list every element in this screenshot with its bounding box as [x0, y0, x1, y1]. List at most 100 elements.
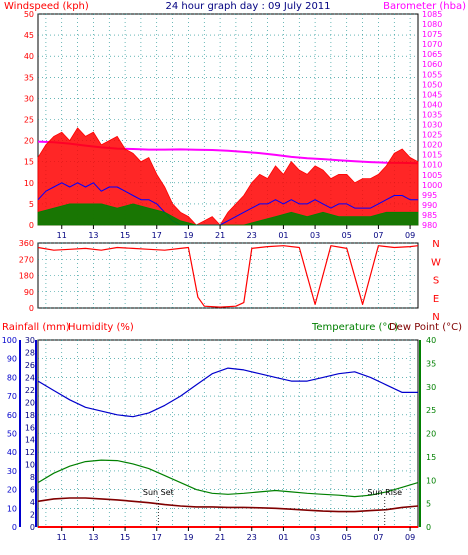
temperature-tick-label: 0 — [426, 523, 431, 532]
temp-panel-xtick-label: 05 — [342, 533, 352, 542]
wind-panel-xtick-label: 03 — [310, 231, 320, 240]
rain-tick-label: 20 — [25, 398, 35, 407]
wind-mean-series — [37, 203, 419, 226]
rain-tick-label: 30 — [25, 336, 35, 345]
humidity-tick-label: 30 — [7, 467, 17, 476]
temperature-line — [37, 459, 419, 498]
windspeed-tick-label: 40 — [24, 52, 34, 61]
windspeed-tick-label: 0 — [29, 221, 34, 230]
rainfall-axis-label: Rainfall (mm) — [2, 322, 70, 333]
compass-label: N — [432, 239, 439, 250]
direction-tick-label: 270 — [19, 255, 34, 264]
wind-panel-xtick-label: 13 — [88, 231, 98, 240]
barometer-tick-label: 1010 — [422, 161, 442, 170]
rain-tick-label: 26 — [25, 361, 35, 370]
barometer-tick-label: 1035 — [422, 110, 442, 119]
windspeed-tick-label: 30 — [24, 94, 34, 103]
barometer-tick-label: 1015 — [422, 151, 442, 160]
windspeed-tick-label: 10 — [24, 179, 34, 188]
barometer-tick-label: 1020 — [422, 141, 442, 150]
humidity-tick-label: 40 — [7, 448, 17, 457]
barometer-tick-label: 1025 — [422, 131, 442, 140]
temp-panel-xtick-label: 15 — [120, 533, 130, 542]
rain-tick-label: 14 — [25, 436, 35, 445]
humidity-tick-label: 20 — [7, 486, 17, 495]
temperature-tick-label: 20 — [426, 430, 436, 439]
windspeed-tick-label: 45 — [24, 31, 34, 40]
rain-tick-label: 4 — [30, 498, 35, 507]
wind-panel-xtick-label: 19 — [183, 231, 193, 240]
dewpoint-axis-label: Dew Point (°C) — [389, 322, 462, 333]
windspeed-tick-label: 25 — [24, 116, 34, 125]
humidity-line — [37, 367, 418, 418]
rain-tick-label: 6 — [30, 486, 35, 495]
compass-label: S — [433, 276, 439, 287]
temperature-tick-label: 15 — [426, 453, 436, 462]
wind-panel-xtick-label: 17 — [152, 231, 162, 240]
wind-panel-xtick-label: 01 — [278, 231, 288, 240]
rain-tick-label: 22 — [25, 386, 35, 395]
barometer-tick-label: 1045 — [422, 90, 442, 99]
chart-title: 24 hour graph day : 09 July 2011 — [165, 1, 330, 12]
barometer-tick-label: 1065 — [422, 50, 442, 59]
wind-panel-xtick-label: 09 — [405, 231, 415, 240]
humidity-tick-label: 100 — [2, 336, 17, 345]
temperature-tick-label: 40 — [426, 336, 436, 345]
temp-panel-xtick-label: 03 — [310, 533, 320, 542]
rain-tick-label: 18 — [25, 411, 35, 420]
rain-tick-label: 16 — [25, 423, 35, 432]
barometer-tick-label: 1000 — [422, 181, 442, 190]
humidity-tick-label: 70 — [7, 392, 17, 401]
humidity-axis-label: Humidity (%) — [68, 322, 134, 333]
direction-tick-label: 0 — [29, 304, 34, 313]
windspeed-tick-label: 5 — [29, 200, 34, 209]
windspeed-tick-label: 35 — [24, 73, 34, 82]
barometer-tick-label: 1050 — [422, 80, 442, 89]
sun-marker-label: Sun Set — [143, 488, 174, 497]
direction-tick-label: 90 — [24, 288, 34, 297]
rain-tick-label: 28 — [25, 348, 35, 357]
barometer-axis-label: Barometer (hba) — [383, 1, 466, 12]
temp-panel-xtick-label: 17 — [152, 533, 162, 542]
wind-direction-line — [37, 245, 419, 308]
humidity-tick-label: 50 — [7, 430, 17, 439]
windspeed-tick-label: 15 — [24, 158, 34, 167]
compass-label: W — [431, 257, 441, 268]
barometer-tick-label: 995 — [422, 191, 437, 200]
barometer-tick-label: 1040 — [422, 100, 442, 109]
dewpoint-line — [37, 497, 419, 513]
rain-tick-label: 24 — [25, 373, 35, 382]
rain-tick-label: 8 — [30, 473, 35, 482]
temperature-tick-label: 25 — [426, 406, 436, 415]
temperature-tick-label: 30 — [426, 383, 436, 392]
temp-panel-xtick-label: 01 — [278, 533, 288, 542]
compass-label: E — [433, 294, 439, 305]
compass-label: N — [432, 312, 439, 323]
barometer-tick-label: 1080 — [422, 20, 442, 29]
wind-panel-xtick-label: 07 — [373, 231, 383, 240]
wind-panel-xtick-label: 15 — [120, 231, 130, 240]
temp-panel-xtick-label: 19 — [183, 533, 193, 542]
direction-tick-label: 360 — [19, 239, 34, 248]
humidity-tick-label: 0 — [12, 523, 17, 532]
barometer-tick-label: 1060 — [422, 60, 442, 69]
barometer-tick-label: 1055 — [422, 70, 442, 79]
gust-series — [37, 127, 419, 226]
temperature-tick-label: 10 — [426, 476, 436, 485]
barometer-tick-label: 1030 — [422, 121, 442, 130]
rain-tick-label: 10 — [25, 461, 35, 470]
barometer-tick-label: 1075 — [422, 30, 442, 39]
temp-panel-xtick-label: 09 — [405, 533, 415, 542]
rain-tick-label: 0 — [30, 523, 35, 532]
humidity-tick-label: 90 — [7, 355, 17, 364]
barometer-tick-label: 980 — [422, 221, 437, 230]
temp-panel-xtick-label: 11 — [57, 533, 67, 542]
wind-panel-xtick-label: 05 — [342, 231, 352, 240]
rain-tick-label: 2 — [30, 511, 35, 520]
windspeed-tick-label: 20 — [24, 137, 34, 146]
sun-marker-label: Sun Rise — [367, 488, 402, 497]
temp-panel-xtick-label: 07 — [373, 533, 383, 542]
temperature-axis-label: Temperature (°C) — [311, 322, 398, 333]
direction-tick-label: 180 — [19, 272, 34, 281]
wind-panel-xtick-label: 23 — [247, 231, 257, 240]
